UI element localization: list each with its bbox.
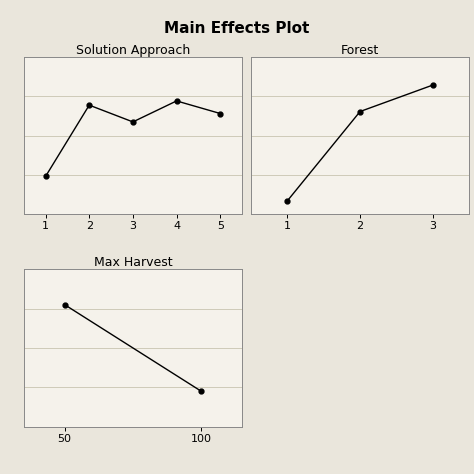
Title: Solution Approach: Solution Approach <box>76 44 190 57</box>
Text: Main Effects Plot: Main Effects Plot <box>164 21 310 36</box>
Title: Max Harvest: Max Harvest <box>93 256 172 269</box>
Title: Forest: Forest <box>341 44 379 57</box>
